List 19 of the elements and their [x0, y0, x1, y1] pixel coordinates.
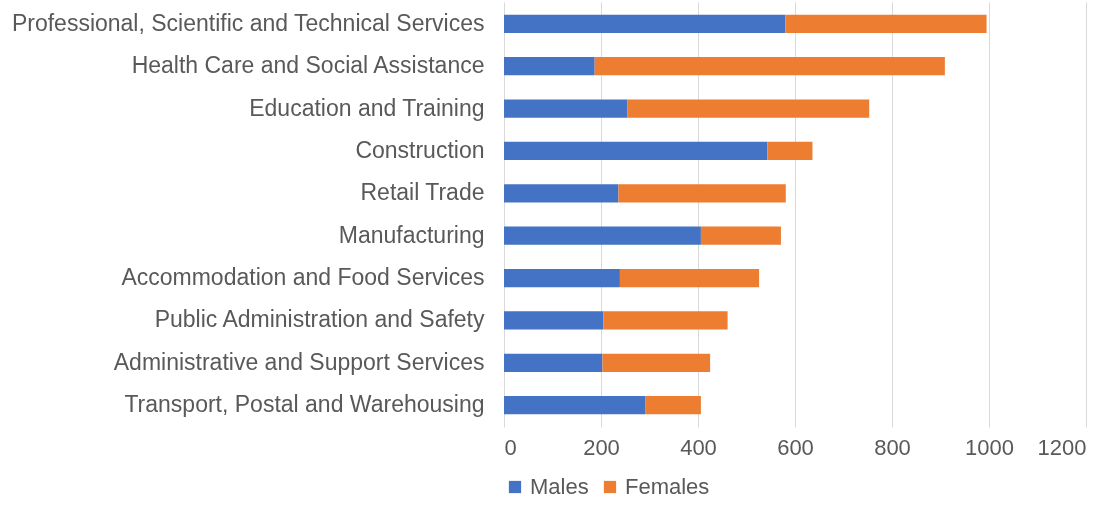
x-tick-label: 1000 — [965, 434, 1014, 460]
y-tick-label: Retail Trade — [360, 179, 485, 206]
y-tick-label: Accommodation and Food Services — [121, 264, 485, 291]
x-tick-label: 800 — [874, 434, 911, 460]
y-tick-label: Health Care and Social Assistance — [131, 52, 485, 79]
y-tick-label: Transport, Postal and Warehousing — [124, 391, 485, 418]
x-tick-label: 1200 — [1037, 434, 1087, 460]
legend-label: Males — [530, 474, 589, 499]
x-tick-label: 600 — [777, 434, 814, 460]
x-tick-label: 0 — [504, 434, 517, 460]
x-tick-label: 400 — [680, 434, 717, 460]
y-tick-label: Administrative and Support Services — [113, 348, 485, 375]
y-tick-label: Professional, Scientific and Technical Services — [11, 9, 485, 36]
y-tick-label: Manufacturing — [338, 221, 485, 248]
y-tick-label: Education and Training — [249, 94, 485, 121]
y-tick-label: Public Administration and Safety — [154, 306, 485, 333]
legend-label: Females — [625, 474, 710, 499]
y-tick-label: Construction — [355, 136, 485, 163]
x-tick-label: 200 — [583, 434, 620, 460]
